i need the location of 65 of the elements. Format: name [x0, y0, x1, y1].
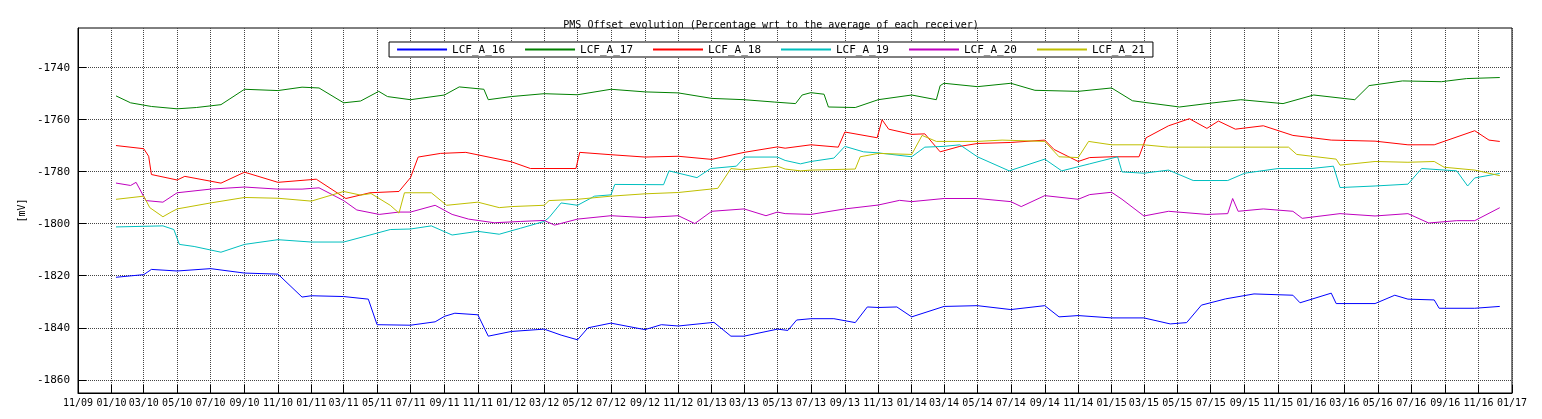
- x-tick-label: 03/15: [1128, 396, 1159, 408]
- x-tick-label: 11/14: [1063, 396, 1094, 408]
- x-tick-label: 11/10: [262, 396, 293, 408]
- x-tick-label: 11/09: [62, 396, 94, 408]
- y-tick-label: -1800: [36, 217, 71, 231]
- x-tick-label: 05/14: [962, 396, 993, 408]
- x-tick-label: 03/12: [529, 396, 560, 408]
- x-tick-label: 09/10: [229, 396, 260, 408]
- x-tick-label: 03/16: [1329, 396, 1360, 408]
- x-tick-label: 07/12: [595, 396, 627, 408]
- legend-label: LCF_A_19: [836, 43, 889, 56]
- legend-label: LCF_A_20: [963, 43, 1017, 56]
- x-tick-label: 09/13: [829, 396, 860, 408]
- x-tick-label: 11/13: [863, 396, 894, 408]
- x-tick-label: 01/11: [296, 396, 327, 408]
- x-tick-label: 07/14: [995, 396, 1026, 408]
- x-tick-label: 01/16: [1296, 396, 1327, 408]
- x-tick-label: 01/15: [1096, 396, 1127, 408]
- x-tick-label: 03/13: [729, 396, 760, 408]
- x-tick-label: 05/15: [1162, 396, 1193, 408]
- legend-label: LCF_A_18: [708, 43, 761, 56]
- x-tick-label: 09/11: [429, 396, 460, 408]
- line-series: [115, 77, 1500, 110]
- x-tick-label: 01/13: [696, 396, 727, 408]
- y-tick-label: -1840: [36, 321, 71, 335]
- x-tick-label: 05/12: [562, 396, 593, 408]
- x-tick-label: 01/14: [896, 396, 927, 408]
- legend-label: LCF_A_16: [452, 43, 506, 56]
- y-axis-title: [mV]: [15, 198, 27, 223]
- y-tick-label: -1740: [36, 60, 71, 74]
- legend-label: LCF_A_21: [1091, 43, 1145, 56]
- x-tick-label: 03/11: [328, 396, 359, 408]
- y-tick-label: -1820: [36, 269, 71, 283]
- legend-label: LCF_A_17: [580, 43, 634, 56]
- x-tick-label: 07/16: [1396, 396, 1427, 408]
- x-tick-label: 09/12: [629, 396, 660, 408]
- chart-title: PMS Offset evolution (Percentage wrt to the average of each receiver): [563, 18, 979, 30]
- x-tick-label: 11/16: [1463, 396, 1494, 408]
- x-tick-label: 05/13: [762, 396, 793, 408]
- line-series: [115, 144, 1500, 253]
- x-tick-label: 03/10: [128, 396, 159, 408]
- x-tick-label: 01/10: [96, 396, 127, 408]
- x-tick-label: 07/10: [195, 396, 226, 408]
- x-tick-label: 11/15: [1263, 396, 1294, 408]
- x-tick-label: 07/15: [1195, 396, 1226, 408]
- x-tick-label: 11/12: [663, 396, 694, 408]
- x-tick-label: 05/16: [1362, 396, 1393, 408]
- x-tick-label: 07/11: [395, 396, 426, 408]
- x-tick-label: 07/13: [795, 396, 826, 408]
- x-tick-label: 05/10: [162, 396, 193, 408]
- x-tick-label: 09/15: [1229, 396, 1260, 408]
- x-tick-label: 05/11: [362, 396, 393, 408]
- x-tick-label: 03/14: [928, 396, 960, 408]
- x-tick-label: 09/16: [1430, 396, 1461, 408]
- y-tick-label: -1860: [36, 373, 71, 387]
- line-series: [115, 118, 1500, 200]
- y-tick-label: -1780: [36, 164, 71, 178]
- line-series: [115, 268, 1500, 341]
- x-tick-label: 01/17: [1496, 396, 1528, 408]
- x-tick-label: 09/14: [1029, 396, 1060, 408]
- x-tick-label: 11/11: [462, 396, 493, 408]
- line-series: [115, 181, 1500, 226]
- x-tick-label: 01/12: [496, 396, 527, 408]
- y-tick-label: -1760: [36, 112, 71, 126]
- line-series: [115, 134, 1500, 218]
